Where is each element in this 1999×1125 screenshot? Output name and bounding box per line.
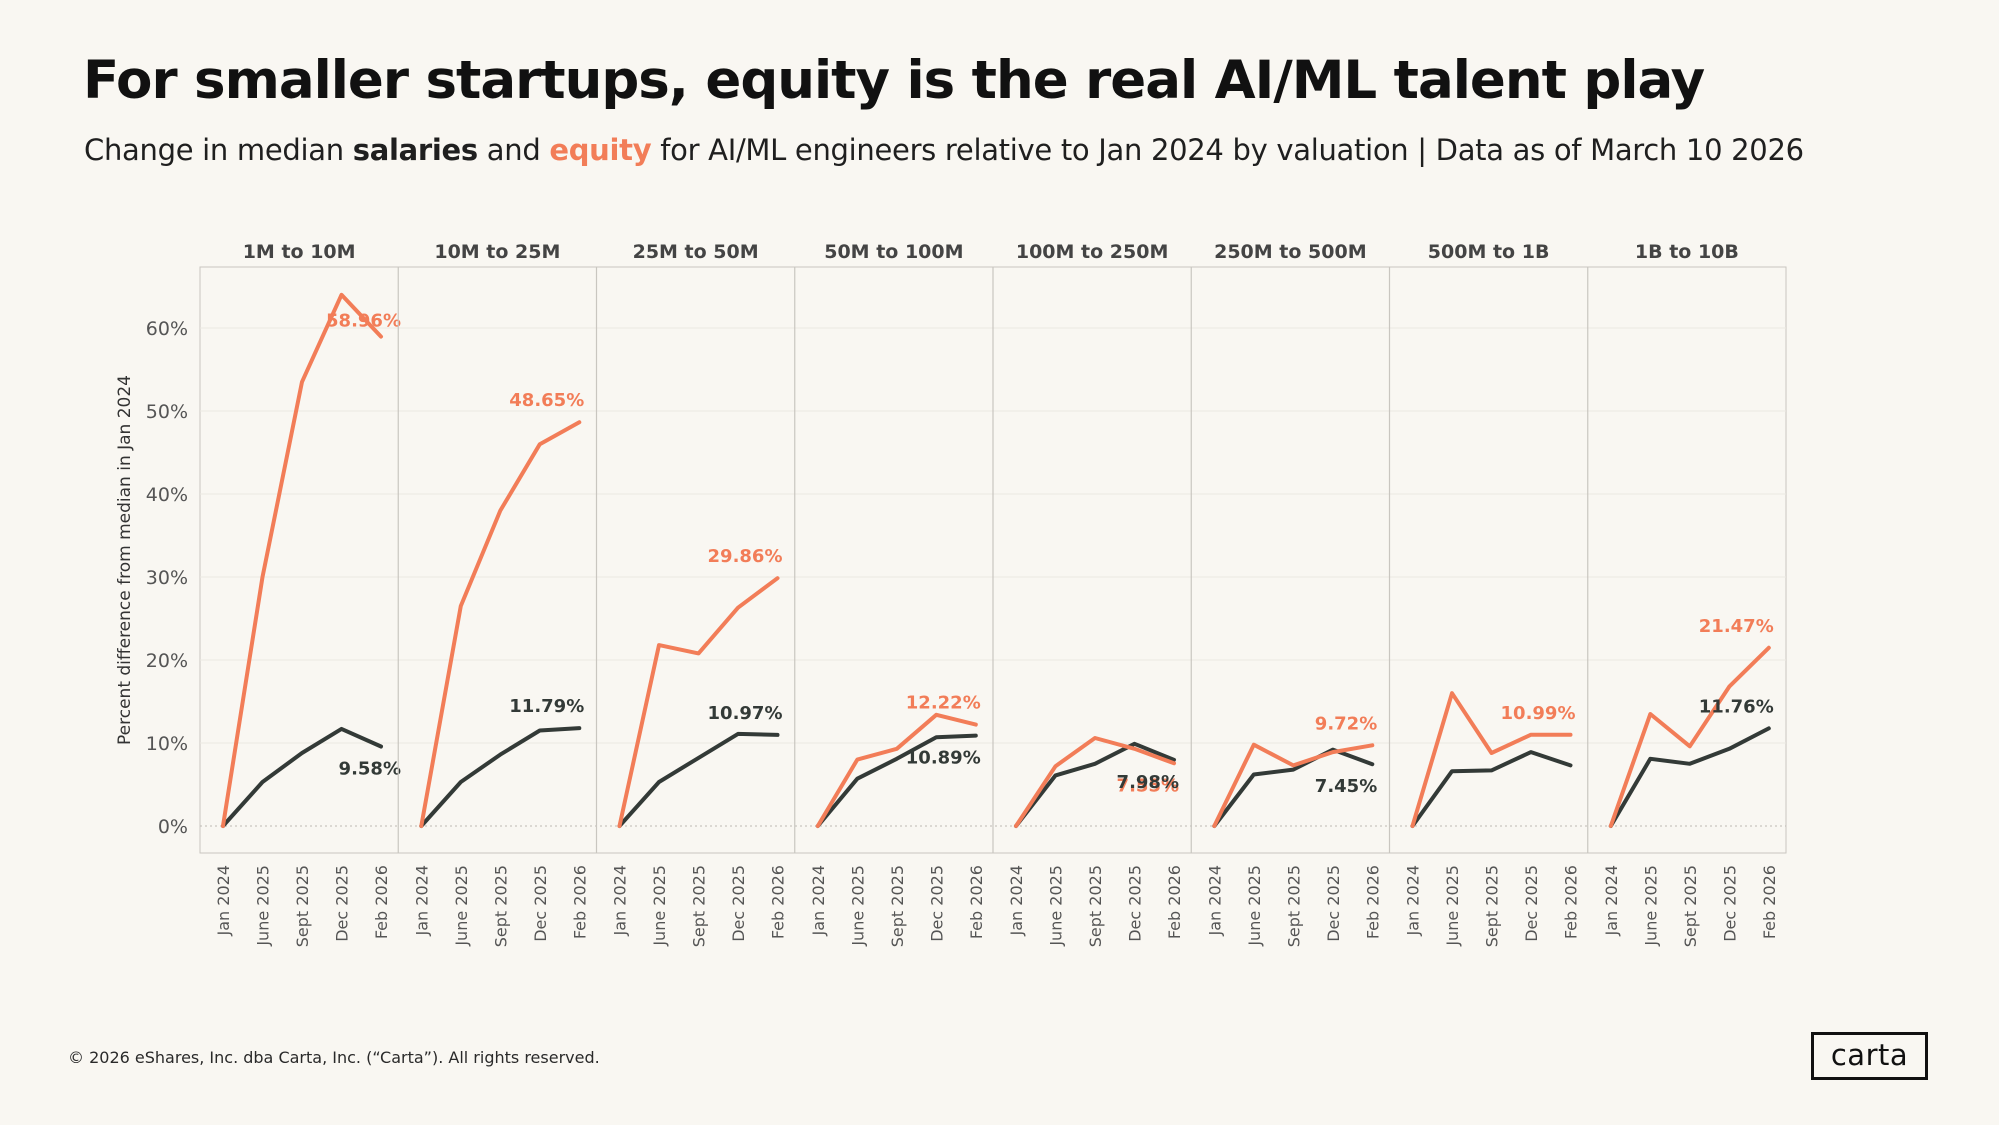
x-tick-label: Jan 2024 [1602,865,1621,936]
subtitle-text: Change in median [84,133,353,167]
x-tick-label: Jan 2024 [1007,865,1026,936]
x-tick-label: Jan 2024 [1205,865,1224,936]
salary-data-label: 7.45% [1315,776,1377,797]
salary-data-label: 7.98% [1117,772,1179,793]
x-tick-label: Sept 2025 [1681,865,1700,947]
copyright-footer: © 2026 eShares, Inc. dba Carta, Inc. (“C… [68,1048,600,1067]
x-tick-label: Dec 2025 [1720,865,1739,942]
panel-header: 10M to 25M [434,241,560,263]
panel-header: 25M to 50M [633,241,759,263]
x-tick-label: Jan 2024 [412,865,431,936]
x-tick-label: June 2025 [1641,865,1660,947]
panel-header: 100M to 250M [1016,241,1169,263]
salary-data-label: 10.89% [906,748,981,769]
x-tick-label: Feb 2026 [1165,865,1184,939]
equity-data-label: 29.86% [708,546,783,567]
equity-data-label: 58.96% [326,311,401,332]
x-tick-label: Dec 2025 [927,865,946,942]
salary-line [815,733,978,828]
panel-header: 50M to 100M [824,241,963,263]
equity-line [1212,742,1375,828]
subtitle-text: for AI/ML engineers relative to Jan 2024… [651,133,1804,167]
salary-line [419,726,582,828]
y-tick-label: 10% [146,733,188,755]
equity-line [617,576,780,828]
salary-line [1212,747,1375,828]
x-tick-label: Feb 2026 [1363,865,1382,939]
panel-header: 1B to 10B [1635,241,1739,263]
equity-data-label: 9.72% [1315,713,1377,734]
subtitle-equity: equity [549,133,652,167]
equity-line [419,420,582,828]
x-tick-label: Jan 2024 [611,865,630,936]
subtitle-salaries: salaries [352,133,478,167]
equity-data-label: 7.55% [1117,775,1179,796]
x-tick-label: Sept 2025 [1483,865,1502,947]
equity-line [1608,645,1771,828]
x-tick-label: Sept 2025 [690,865,709,947]
salary-data-label: 11.79% [509,696,584,717]
x-tick-label: Feb 2026 [570,865,589,939]
x-tick-label: Dec 2025 [1126,865,1145,942]
salary-data-label: 9.58% [339,758,401,779]
x-tick-label: Dec 2025 [1522,865,1541,942]
panel-header: 500M to 1B [1428,241,1550,263]
x-tick-label: June 2025 [1443,865,1462,947]
equity-line [221,292,383,828]
equity-line [1410,691,1573,828]
x-tick-label: Jan 2024 [1404,865,1423,936]
equity-data-label: 21.47% [1699,616,1774,637]
x-tick-label: Feb 2026 [967,865,986,939]
x-tick-label: June 2025 [254,865,273,947]
x-tick-label: Jan 2024 [214,865,233,936]
x-tick-label: Jan 2024 [809,865,828,936]
equity-line [815,712,978,828]
x-tick-label: Sept 2025 [293,865,312,947]
x-tick-label: Sept 2025 [1284,865,1303,947]
salary-line [1608,726,1771,828]
panel-header: 250M to 500M [1214,241,1367,263]
x-tick-label: Feb 2026 [1562,865,1581,939]
x-tick-label: June 2025 [650,865,669,947]
chart-title: For smaller startups, equity is the real… [83,50,1705,111]
subtitle-text: and [477,133,550,167]
equity-data-label: 12.22% [906,693,981,714]
equity-data-label: 10.99% [1501,703,1576,724]
x-tick-label: June 2025 [452,865,471,947]
x-tick-label: June 2025 [1047,865,1066,947]
y-tick-label: 60% [146,318,188,340]
salary-data-label: 11.76% [1699,696,1774,717]
x-tick-label: June 2025 [1245,865,1264,947]
y-tick-label: 0% [158,816,188,838]
salary-line [617,731,780,828]
x-tick-label: Sept 2025 [491,865,510,947]
equity-data-label: 48.65% [509,390,584,411]
y-tick-label: 30% [146,567,188,589]
chart-subtitle: Change in median salaries and equity for… [84,133,1804,167]
x-tick-label: Dec 2025 [1324,865,1343,942]
x-tick-label: Feb 2026 [1760,865,1779,939]
equity-line [1014,736,1176,828]
salary-line [221,726,383,828]
x-tick-label: Dec 2025 [531,865,550,942]
y-axis-label: Percent difference from median in Jan 20… [115,375,135,745]
salary-line [1014,741,1176,828]
y-tick-label: 20% [146,650,188,672]
salary-line [1410,750,1573,828]
x-tick-label: Sept 2025 [1086,865,1105,947]
x-tick-label: Dec 2025 [333,865,352,942]
x-tick-label: Dec 2025 [729,865,748,942]
carta-logo: carta [1811,1032,1928,1080]
x-tick-label: Sept 2025 [888,865,907,947]
x-tick-label: June 2025 [848,865,867,947]
x-tick-label: Feb 2026 [769,865,788,939]
x-tick-label: Feb 2026 [372,865,391,939]
salary-data-label: 10.97% [708,703,783,724]
y-tick-label: 50% [146,401,188,423]
panel-header: 1M to 10M [243,241,356,263]
y-tick-label: 40% [146,484,188,506]
